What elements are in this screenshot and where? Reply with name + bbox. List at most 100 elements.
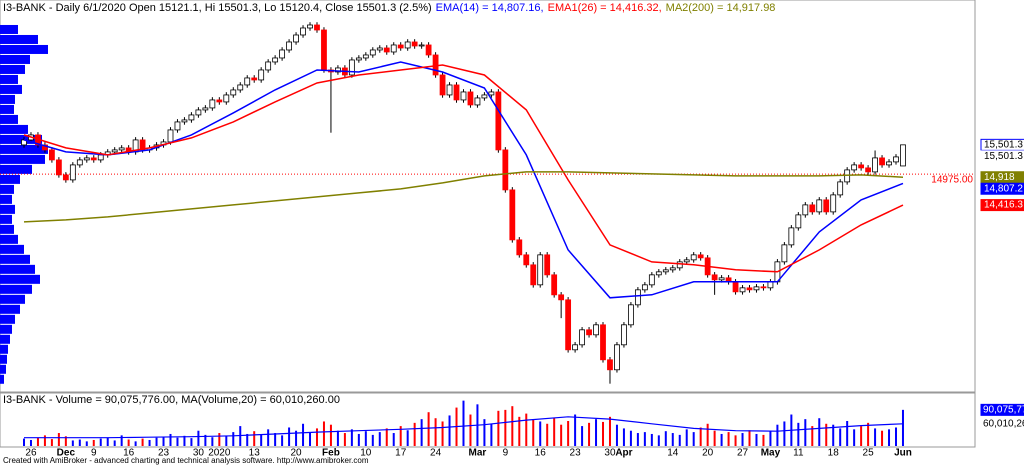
volume-bar — [120, 435, 123, 446]
price-tag — [980, 199, 1024, 212]
volume-bar — [148, 439, 151, 446]
title-text: I3-BANK - Daily 6/1/2020 Open 15121.1, H… — [3, 2, 432, 14]
candle-body — [425, 44, 432, 56]
volume-bar — [692, 432, 695, 446]
profile-bar — [0, 24, 18, 34]
volume-bar — [113, 440, 116, 446]
profile-bar — [0, 224, 14, 234]
candle-body — [572, 344, 579, 351]
volume-bar — [281, 435, 284, 446]
candle-body — [97, 154, 104, 161]
candle-body — [600, 324, 606, 361]
candle-body — [279, 49, 286, 59]
x-tick-label: Dec — [57, 448, 76, 459]
profile-bar — [0, 104, 14, 114]
volume-bar — [406, 430, 409, 446]
candle-body — [767, 281, 774, 289]
volume-bar — [448, 415, 451, 446]
volume-bar — [29, 439, 32, 446]
profile-bar — [0, 184, 14, 194]
candle-body — [90, 157, 97, 161]
volume-bar — [811, 426, 814, 446]
x-tick-label: Mar — [469, 448, 487, 459]
x-tick-label: 11 — [793, 448, 804, 459]
x-tick-label: 2020 — [208, 448, 231, 459]
volume-bar — [399, 426, 402, 446]
volume-bar — [197, 430, 200, 446]
candle-body — [69, 164, 76, 181]
candle-body — [823, 199, 830, 213]
x-tick-label: 16 — [123, 448, 135, 459]
candle-body — [209, 99, 216, 109]
profile-bar — [0, 124, 28, 134]
price-tag — [980, 150, 1024, 163]
volume-bar — [64, 436, 67, 446]
profile-bar — [0, 314, 15, 324]
volume-bar — [141, 438, 144, 446]
profile-bar — [0, 214, 12, 224]
candle-body — [816, 199, 823, 213]
candle-body — [49, 149, 55, 161]
candle-body — [648, 274, 655, 286]
volume-bar — [183, 435, 186, 446]
volume-bar — [748, 430, 751, 446]
candle-body — [628, 304, 634, 326]
candle-body — [516, 239, 523, 256]
volume-bar — [685, 429, 688, 446]
volume-bar — [671, 433, 674, 446]
legend-entry: EMA1(26) = 14,416.32, — [548, 2, 662, 14]
volume-bar — [769, 431, 772, 446]
candle-body — [202, 107, 209, 111]
candle-body — [460, 91, 467, 101]
volume-bar — [720, 433, 723, 446]
volume-bar — [874, 428, 877, 446]
volume-tag-label: 60,010,260 — [983, 418, 1024, 429]
x-tick-label: 14 — [667, 448, 679, 459]
volume-bar — [595, 419, 598, 446]
profile-bar — [0, 234, 18, 244]
candle-body — [376, 47, 383, 51]
volume-bar — [211, 437, 214, 446]
profile-bar — [0, 114, 18, 124]
profile-bar — [0, 84, 22, 94]
candle-body — [237, 84, 244, 91]
volume-bar — [71, 440, 74, 446]
candle-body — [655, 271, 662, 276]
candle-body — [718, 277, 725, 281]
legend-entry: MA2(200) = 14,917.98 — [666, 2, 776, 14]
candle-body — [746, 287, 753, 291]
volume-bar — [36, 437, 39, 446]
volume-layer — [23, 400, 904, 446]
candle-body — [55, 159, 62, 176]
volume-bar — [322, 421, 325, 446]
candle-body — [621, 324, 627, 346]
candle-body — [418, 44, 425, 47]
candle-body — [634, 289, 641, 306]
volume-tag — [980, 417, 1024, 430]
profile-bar — [0, 154, 45, 164]
volume-bar — [441, 421, 444, 446]
volume-bar — [218, 433, 221, 446]
candle-body — [383, 47, 390, 53]
candle-body — [139, 139, 146, 151]
profile-bar — [0, 304, 20, 314]
x-tick-label: 25 — [863, 448, 875, 459]
volume-bar — [636, 433, 639, 446]
volume-bar — [434, 418, 437, 446]
volume-bar — [650, 433, 653, 446]
candle-body — [307, 24, 313, 29]
x-tick-label: Apr — [615, 448, 632, 459]
volume-bar — [615, 424, 618, 446]
volume-bar — [818, 418, 821, 446]
volume-bar — [901, 409, 904, 446]
volume-bar — [755, 433, 758, 446]
candle-body — [523, 254, 530, 266]
x-tick-label: Feb — [322, 448, 340, 459]
candle-body — [683, 259, 690, 263]
profile-bar — [0, 374, 4, 384]
candle-body — [893, 156, 899, 163]
candle-body — [355, 57, 362, 61]
volume-bar — [357, 433, 360, 446]
candle-body — [293, 34, 299, 43]
volume-bar — [302, 423, 305, 446]
